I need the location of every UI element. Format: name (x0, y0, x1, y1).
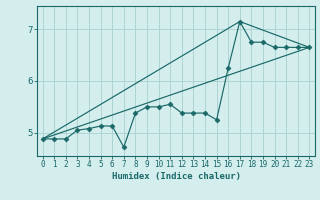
X-axis label: Humidex (Indice chaleur): Humidex (Indice chaleur) (111, 172, 241, 181)
